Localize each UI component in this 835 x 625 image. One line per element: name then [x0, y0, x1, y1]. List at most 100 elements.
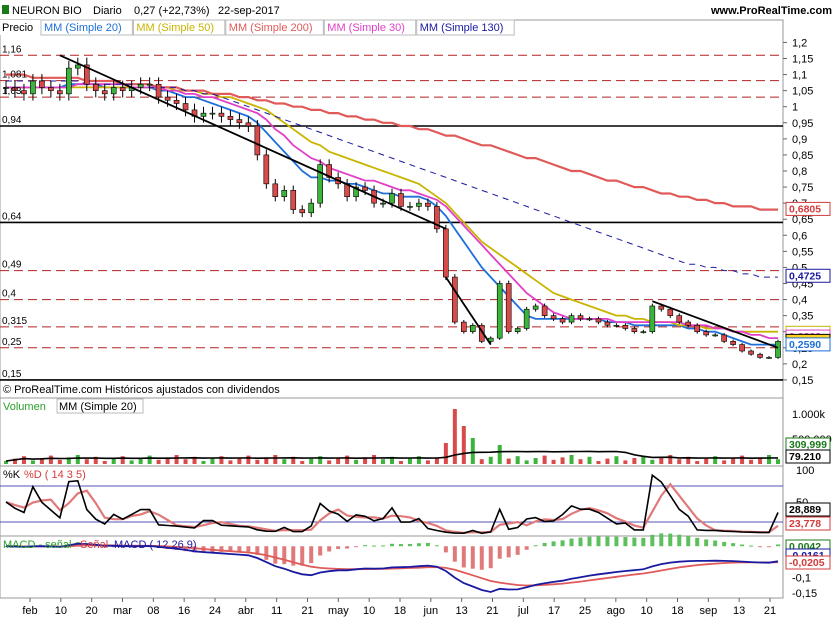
candle — [66, 68, 71, 94]
macd-histogram-bar — [498, 546, 502, 558]
value-box-text: -0,0205 — [789, 557, 825, 569]
candle — [695, 325, 700, 331]
value-box-text: 0,4725 — [789, 270, 821, 282]
candle — [75, 65, 80, 68]
candle — [273, 184, 278, 197]
candle — [228, 116, 233, 119]
macd-histogram-bar — [749, 546, 753, 547]
candle — [614, 325, 619, 326]
symbol-name: NEURON BIO — [12, 5, 82, 17]
volume-bar — [534, 458, 538, 464]
macd-histogram-bar — [444, 546, 448, 552]
time-axis-tick: 21 — [764, 605, 776, 617]
volume-bar — [255, 460, 259, 464]
legend-label: MM (Simple 20) — [44, 22, 122, 34]
time-axis-tick: 10 — [55, 605, 67, 617]
volume-bar — [677, 459, 681, 464]
volume-bar — [327, 460, 331, 464]
macd-histogram-bar — [363, 545, 367, 546]
period-label: Diario — [93, 5, 122, 17]
macd-histogram-bar — [264, 546, 268, 560]
candle — [407, 206, 412, 207]
volume-bar — [345, 456, 349, 464]
volume-bar — [372, 455, 376, 464]
macd-histogram-bar — [686, 536, 690, 546]
candle — [425, 203, 430, 206]
macd-histogram-bar — [731, 543, 735, 546]
chart-date: 22-sep-2017 — [218, 5, 280, 17]
price-axis-tick: 0,15 — [792, 375, 813, 387]
time-axis-tick: 18 — [394, 605, 406, 617]
candle — [632, 329, 637, 332]
signal-label: Señal — [80, 539, 108, 551]
volume-bar — [354, 460, 358, 464]
legend-label: MM (Simple 130) — [420, 22, 504, 34]
candle — [749, 351, 754, 354]
macd-histogram-bar — [561, 540, 565, 546]
volume-bar — [489, 457, 493, 464]
candle — [21, 91, 26, 94]
price-axis-tick: 0,4 — [792, 295, 807, 307]
macd-histogram-bar — [354, 546, 358, 547]
volume-bar — [749, 460, 753, 464]
volume-bar — [722, 460, 726, 464]
level-label: 1,081 — [2, 70, 27, 81]
candle — [758, 354, 763, 357]
last-price: 0,27 (+22,73%) — [134, 5, 210, 17]
candle — [291, 190, 296, 209]
volume-bar — [76, 455, 80, 464]
macd-histogram-bar — [695, 538, 699, 546]
volume-label: Volumen — [3, 401, 46, 413]
price-axis-tick: 0,95 — [792, 118, 813, 130]
macd-histogram-bar — [579, 538, 583, 547]
volume-bar — [103, 461, 107, 464]
volume-bar — [444, 443, 448, 464]
time-axis-tick: 17 — [548, 605, 560, 617]
macd-histogram-bar — [534, 545, 538, 546]
level-label: 0,4 — [2, 289, 16, 300]
macd-histogram-bar — [543, 543, 547, 546]
volume-ma-label: MM (Simple 20) — [59, 401, 137, 413]
site-link[interactable]: www.ProRealTime.com — [710, 5, 832, 17]
time-axis-tick: 13 — [733, 605, 745, 617]
candle — [39, 81, 44, 87]
level-label: 1,16 — [2, 44, 22, 55]
volume-bar — [614, 456, 618, 464]
volume-bar — [668, 455, 672, 464]
candle — [668, 309, 673, 315]
level-label: 0,25 — [2, 337, 22, 348]
legend-label: MM (Simple 200) — [229, 22, 313, 34]
volume-bar — [704, 459, 708, 464]
volume-bar — [148, 456, 152, 464]
candle — [533, 306, 538, 309]
candle — [704, 332, 709, 335]
price-axis-tick: 1,05 — [792, 86, 813, 98]
level-label: 0,315 — [2, 316, 27, 327]
candle — [497, 284, 502, 339]
candle — [138, 84, 143, 87]
macd-histogram-bar — [596, 536, 600, 546]
time-axis-tick: 20 — [86, 605, 98, 617]
price-panel-label: Precio — [2, 22, 33, 34]
candle — [578, 316, 583, 319]
candle — [210, 113, 215, 114]
price-axis-tick: 1,15 — [792, 54, 813, 66]
macd-histogram-bar — [587, 537, 591, 546]
candle — [686, 322, 691, 325]
macd-histogram-bar — [632, 538, 636, 547]
macd-histogram-bar — [704, 539, 708, 546]
macd-histogram-bar — [767, 546, 771, 547]
candle — [569, 316, 574, 322]
macd-histogram-bar — [282, 546, 286, 564]
candle — [48, 87, 53, 90]
volume-bar — [58, 460, 62, 464]
value-box-text: 79.210 — [789, 451, 821, 463]
candle — [165, 97, 170, 100]
candle — [515, 329, 520, 332]
macd-histogram-bar — [641, 538, 645, 546]
candle — [93, 84, 98, 90]
volume-bar — [596, 461, 600, 464]
candle — [237, 120, 242, 123]
